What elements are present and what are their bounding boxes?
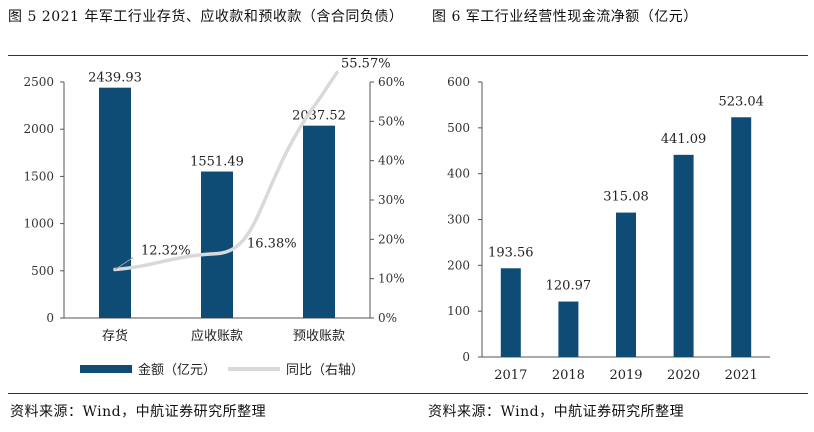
x-tick-label: 2020 — [667, 368, 700, 383]
source-rule — [8, 393, 808, 394]
line-value-label: 12.32% — [141, 244, 191, 259]
figure5-title: 图 5 2021 年军工行业存货、应收款和预收款（含合同负债） — [8, 9, 404, 25]
x-tick-label: 预收账款 — [293, 329, 345, 344]
figure6-source: 资料来源：Wind，中航证券研究所整理 — [428, 404, 685, 420]
legend-line-label: 同比（右轴） — [286, 363, 364, 378]
bar — [616, 212, 636, 357]
y2-tick-label: 20% — [378, 232, 405, 246]
x-tick-label: 2021 — [725, 368, 758, 383]
operating-cashflow-chart: 0 100 200 300 400 500 600 193.56 2017 120.97 2018 3… — [447, 75, 770, 383]
y-tick-label: 300 — [447, 213, 470, 227]
bar-value-label: 2439.93 — [88, 71, 142, 86]
bar — [201, 171, 233, 318]
title-rule — [8, 55, 808, 56]
figure5-source: 资料来源：Wind，中航证券研究所整理 — [10, 404, 267, 420]
bar-value-label: 523.04 — [718, 94, 764, 109]
legend-bar-label: 金额（亿元） — [138, 362, 216, 378]
bar — [99, 87, 131, 318]
y-tick-label: 400 — [447, 167, 470, 181]
y-tick-label: 200 — [447, 258, 470, 272]
x-tick-label: 应收账款 — [191, 328, 243, 344]
bar — [731, 117, 752, 357]
bar-value-label: 1551.49 — [190, 155, 244, 170]
bar — [673, 154, 694, 357]
bar-value-label: 193.56 — [488, 245, 534, 260]
y-tick-label: 1500 — [23, 169, 54, 183]
figure6-title: 图 6 军工行业经营性现金流净额（亿元） — [432, 9, 698, 25]
y2-tick-label: 0% — [378, 311, 397, 325]
y-tick-label: 2500 — [23, 75, 54, 89]
y2-tick-label: 40% — [378, 154, 405, 168]
x-tick-label: 2019 — [609, 368, 642, 383]
y-tick-label: 100 — [447, 304, 470, 318]
line-value-label: 55.57% — [341, 56, 391, 71]
bar-value-label: 2037.52 — [292, 109, 346, 124]
y-tick-label: 0 — [462, 350, 470, 364]
x-tick-label: 2017 — [494, 368, 527, 383]
y2-tick-label: 10% — [378, 272, 405, 286]
y-tick-label: 500 — [31, 264, 54, 278]
y-tick-label: 0 — [46, 311, 54, 325]
x-tick-label: 2018 — [552, 368, 585, 383]
bar — [303, 125, 335, 318]
callout-line — [114, 257, 134, 270]
y-tick-label: 2000 — [23, 122, 54, 136]
y2-tick-label: 60% — [378, 75, 405, 89]
bar — [500, 268, 521, 357]
y-tick-label: 600 — [447, 75, 470, 89]
legend-bar-swatch — [80, 365, 132, 373]
x-tick-label: 存货 — [102, 328, 128, 344]
y-tick-label: 1000 — [23, 217, 54, 231]
y2-tick-label: 30% — [378, 193, 405, 207]
bar — [558, 301, 579, 357]
yoy-line — [113, 70, 339, 272]
y2-tick-label: 50% — [378, 114, 405, 128]
bar-value-label: 441.09 — [661, 132, 707, 147]
y-tick-label: 500 — [447, 121, 470, 135]
inventory-receivables-chart: 0 500 1000 1500 2000 2500 0% 10% 20% 30% 40% 50% 60%… — [23, 56, 404, 378]
bar-value-label: 120.97 — [546, 279, 592, 294]
line-value-label: 16.38% — [247, 237, 297, 252]
bar-value-label: 315.08 — [603, 190, 649, 205]
